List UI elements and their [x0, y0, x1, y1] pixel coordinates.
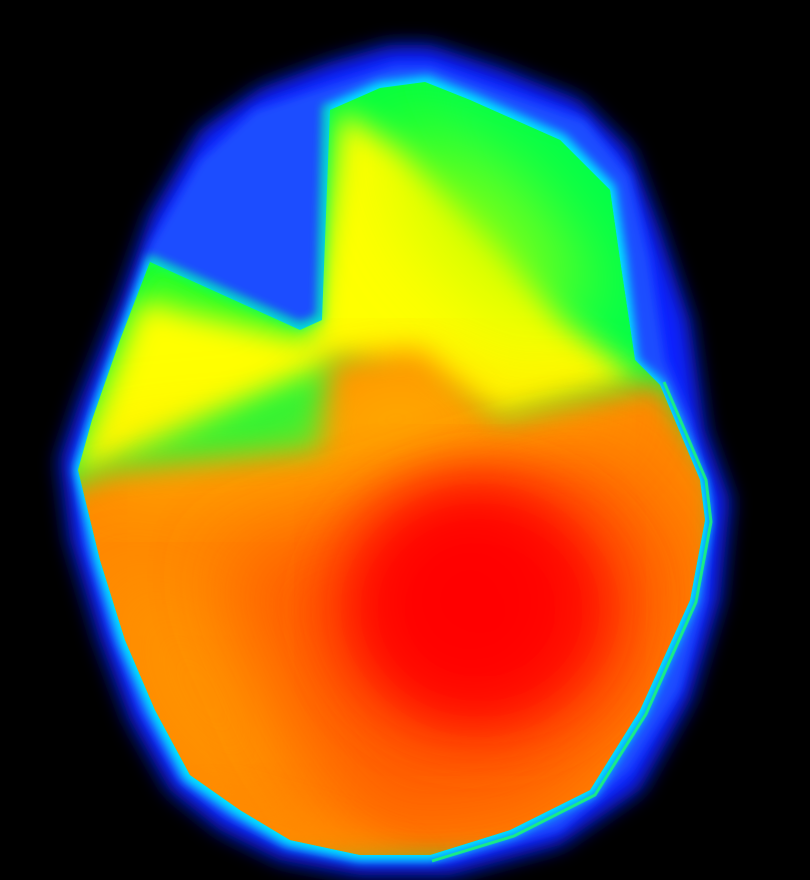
yellow-green-blend — [380, 110, 600, 330]
yellow-orange-transition — [90, 360, 620, 500]
yellow-zone — [78, 110, 640, 480]
notch-edge — [146, 104, 329, 329]
right-edge-rim — [431, 381, 713, 863]
red-core-inner — [360, 490, 580, 710]
lower-left-orange — [100, 560, 300, 820]
